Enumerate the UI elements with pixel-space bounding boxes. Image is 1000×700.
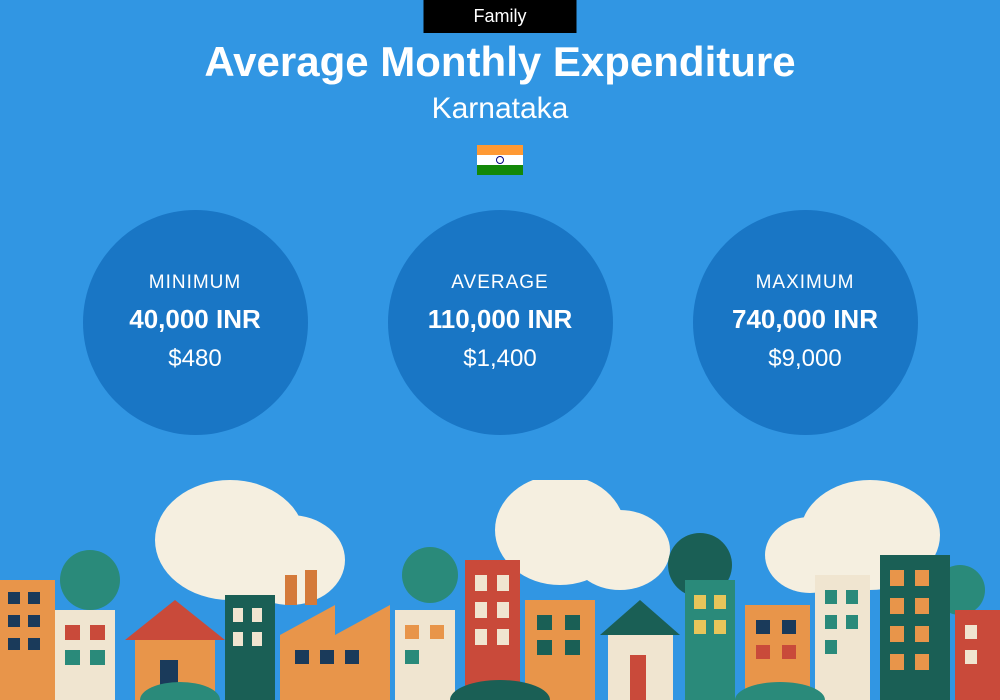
stat-amount: 110,000 INR (428, 304, 573, 335)
stat-amount: 740,000 INR (732, 304, 878, 335)
stat-average: AVERAGE 110,000 INR $1,400 (388, 210, 613, 435)
stat-minimum: MINIMUM 40,000 INR $480 (83, 210, 308, 435)
stat-maximum: MAXIMUM 740,000 INR $9,000 (693, 210, 918, 435)
stat-label: MINIMUM (149, 272, 241, 294)
category-tag: Family (424, 0, 577, 33)
stat-label: MAXIMUM (756, 272, 855, 294)
page-title: Average Monthly Expenditure (0, 38, 1000, 86)
india-flag-icon (477, 145, 523, 175)
stats-container: MINIMUM 40,000 INR $480 AVERAGE 110,000 … (0, 210, 1000, 435)
cityscape-illustration (0, 480, 1000, 700)
stat-usd: $480 (168, 345, 221, 373)
stat-amount: 40,000 INR (129, 304, 261, 335)
stat-label: AVERAGE (451, 272, 548, 294)
stat-usd: $1,400 (463, 345, 536, 373)
stat-usd: $9,000 (768, 345, 841, 373)
region-subtitle: Karnataka (0, 92, 1000, 126)
